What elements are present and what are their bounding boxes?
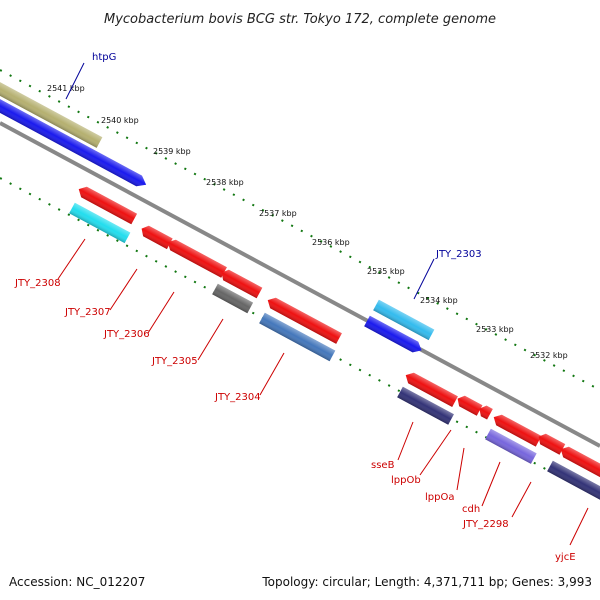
- gene-htpG[interactable]: [0, 78, 103, 148]
- tick-label: 2539 kbp: [153, 147, 191, 156]
- gene-JTY_2304[interactable]: [259, 312, 336, 362]
- leader-lppOb: [419, 429, 452, 476]
- tick-label: 2537 kbp: [259, 209, 297, 218]
- gene-JTY_2308[interactable]: [69, 202, 131, 244]
- gene-label-yjcE[interactable]: yjcE: [555, 552, 576, 563]
- gene-cdh[interactable]: [485, 428, 537, 464]
- gene-JTY_2298[interactable]: [536, 431, 566, 455]
- gene-JTY_2306[interactable]: [165, 237, 227, 278]
- gene-label-JTY_2298[interactable]: JTY_2298: [462, 519, 509, 530]
- gene-label-JTY_2306[interactable]: JTY_2306: [103, 329, 150, 340]
- gene-labels: htpG JTY_2303 JTY_2308 JTY_2307 JTY_2306…: [14, 52, 576, 563]
- gene-label-JTY_2303[interactable]: JTY_2303: [435, 249, 482, 260]
- leader-JTY_2304: [259, 352, 285, 396]
- gene-label-JTY_2305[interactable]: JTY_2305: [151, 356, 198, 367]
- label-leaders: [57, 62, 589, 546]
- leader-JTY_2306: [147, 291, 175, 334]
- leader-JTY_2307: [109, 268, 138, 311]
- tick-label: 2540 kbp: [101, 116, 139, 125]
- leader-cdh: [481, 461, 501, 507]
- tick-label: 2533 kbp: [476, 325, 514, 334]
- gene-cdh-red[interactable]: [491, 412, 542, 447]
- gene-yjcE[interactable]: [547, 460, 600, 501]
- gene-label-cdh[interactable]: cdh: [462, 504, 480, 515]
- leader-sseB: [397, 421, 414, 461]
- gene-JTY_2303[interactable]: [373, 299, 435, 341]
- tick-label: 2534 kbp: [420, 296, 458, 305]
- tick-label: 2538 kbp: [206, 178, 244, 187]
- gene-JTY_2304-red[interactable]: [265, 295, 342, 344]
- gene-JTY_2305[interactable]: [212, 283, 254, 314]
- leader-JTY_2303: [413, 258, 435, 300]
- tick-label: 2541 kbp: [47, 84, 85, 93]
- leader-lppOa: [456, 447, 465, 491]
- tick-labels: 2541 kbp 2540 kbp 2539 kbp 2538 kbp 2537…: [47, 84, 568, 360]
- gene-JTY_2305-red[interactable]: [219, 267, 263, 299]
- gene-sseB[interactable]: [397, 386, 454, 425]
- gene-label-JTY_2307[interactable]: JTY_2307: [64, 307, 111, 318]
- gene-JTY_2307[interactable]: [139, 223, 173, 250]
- gene-JTY_2303-neighbor[interactable]: [364, 315, 424, 356]
- map-title: Mycobacterium bovis BCG str. Tokyo 172, …: [104, 12, 496, 27]
- leader-yjcE: [569, 507, 589, 546]
- leader-htpG: [65, 62, 85, 100]
- tick-label: 2532 kbp: [530, 351, 568, 360]
- gene-JTY_2308-red[interactable]: [76, 184, 138, 225]
- gene-sseB-red[interactable]: [403, 370, 458, 407]
- gene-label-htpG[interactable]: htpG: [92, 52, 116, 63]
- topology-text: Topology: circular; Length: 4,371,711 bp…: [261, 575, 592, 589]
- leader-JTY_2308: [57, 238, 86, 280]
- tick-label: 2535 kbp: [367, 267, 405, 276]
- genome-backbone: [0, 121, 600, 448]
- gene-label-JTY_2304[interactable]: JTY_2304: [214, 392, 261, 403]
- gene-label-sseB[interactable]: sseB: [371, 460, 395, 471]
- accession-text: Accession: NC_012207: [9, 575, 145, 589]
- gene-lppOb[interactable]: [455, 393, 483, 416]
- gene-upper-blue[interactable]: [0, 95, 149, 190]
- gene-lppOa[interactable]: [477, 403, 493, 420]
- leader-JTY_2298: [511, 481, 532, 518]
- leader-JTY_2305: [197, 318, 224, 361]
- gene-label-JTY_2308[interactable]: JTY_2308: [14, 278, 61, 289]
- gene-label-lppOb[interactable]: lppOb: [391, 475, 421, 486]
- gene-label-lppOa[interactable]: lppOa: [425, 492, 454, 503]
- tick-label: 2536 kbp: [312, 238, 350, 247]
